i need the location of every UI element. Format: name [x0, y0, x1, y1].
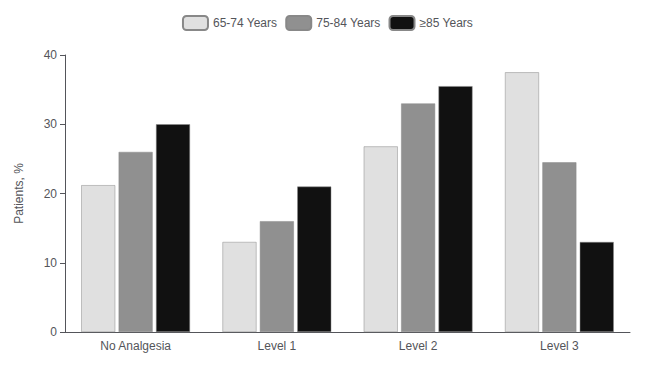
svg-text:0: 0	[50, 325, 57, 339]
svg-text:Patients, %: Patients, %	[12, 163, 26, 224]
svg-text:Level 2: Level 2	[399, 339, 438, 353]
svg-text:65-74 Years: 65-74 Years	[213, 16, 277, 30]
svg-text:20: 20	[44, 187, 58, 201]
svg-text:≥85 Years: ≥85 Years	[420, 16, 473, 30]
svg-text:Level 1: Level 1	[258, 339, 297, 353]
svg-text:75-84 Years: 75-84 Years	[316, 16, 380, 30]
svg-text:No Analgesia: No Analgesia	[100, 339, 171, 353]
svg-text:30: 30	[44, 117, 58, 131]
svg-text:Level 3: Level 3	[540, 339, 579, 353]
svg-text:40: 40	[44, 48, 58, 62]
svg-text:10: 10	[44, 256, 58, 270]
